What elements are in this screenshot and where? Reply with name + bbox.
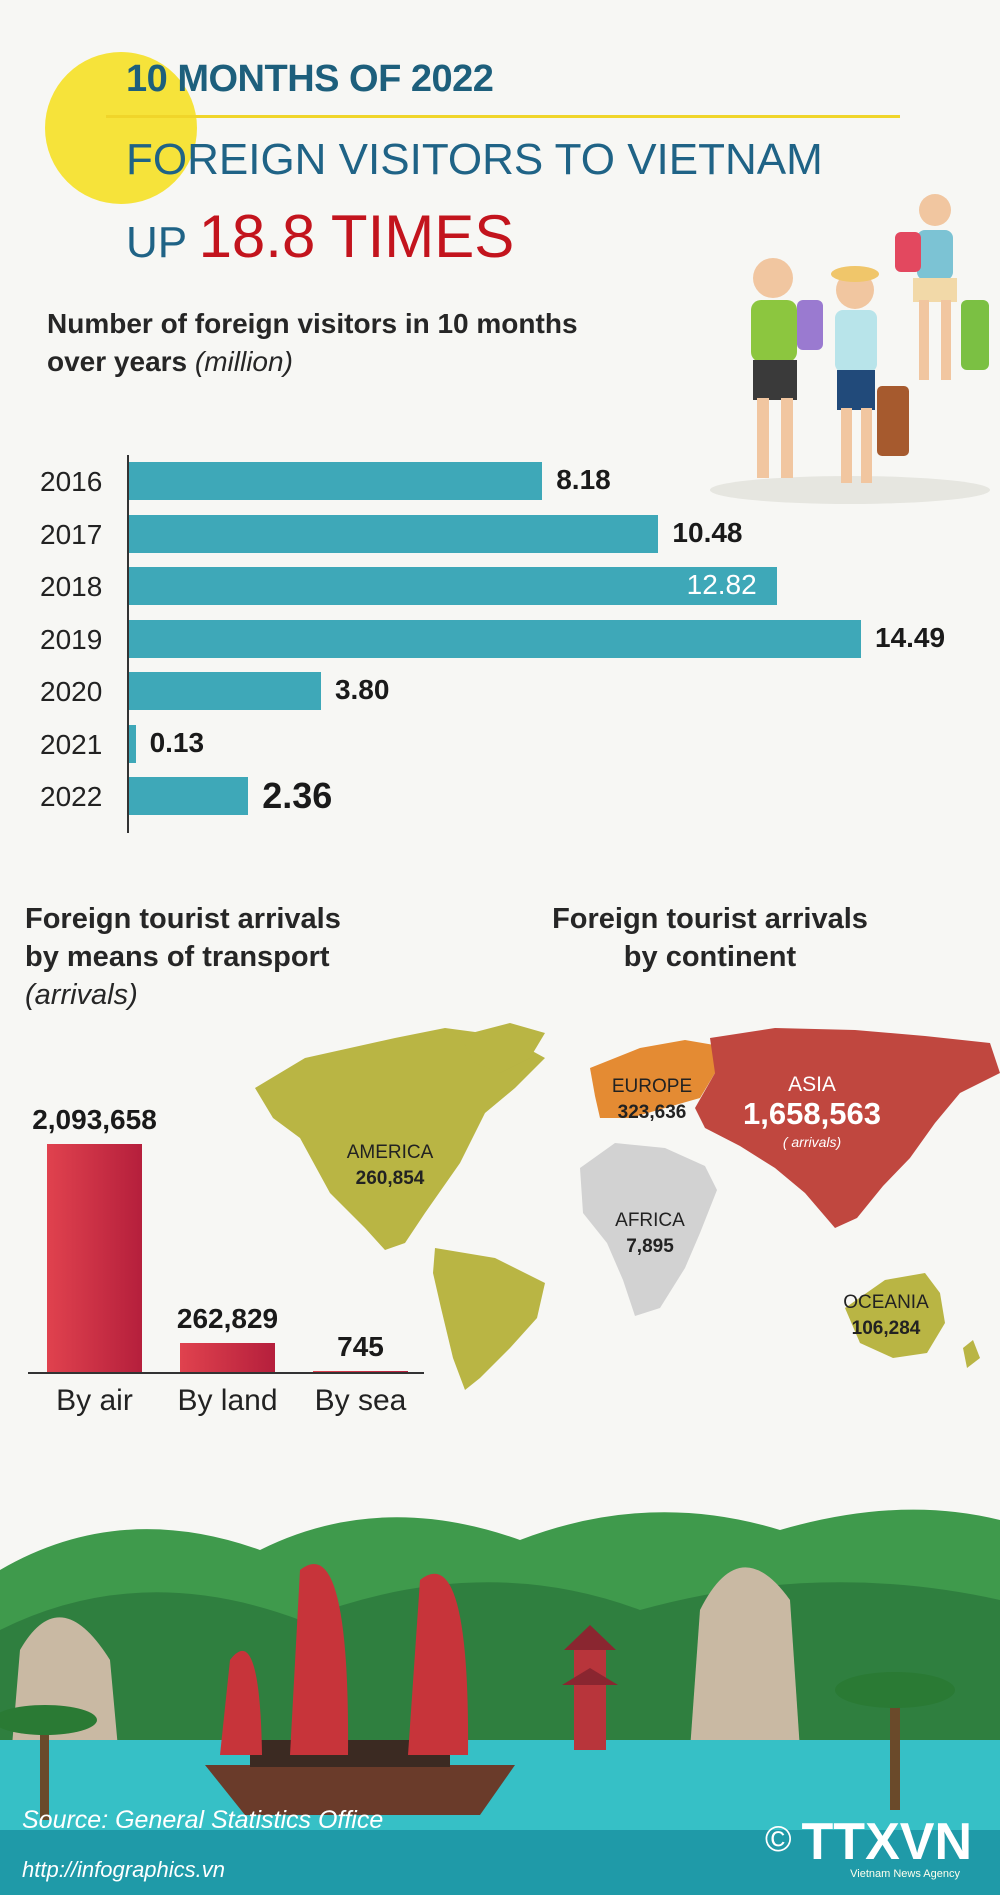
new-zealand-shape [963,1340,980,1368]
visitor-bar [129,567,777,605]
year-tick-label: 2018 [40,571,103,602]
ha-long-bay-illustration [0,1509,1000,1895]
ttxvn-logo-sub: Vietnam News Agency [850,1868,960,1880]
visitors-subtitle-unit: (million) [194,346,293,377]
oceania-value: 106,284 [851,1318,921,1339]
title-highlight: 18.8 TIMES [198,203,515,270]
transport-bar-value: 262,829 [176,1303,279,1335]
visitors-subtitle-line2: over years [47,346,195,377]
greenland-shape [460,1023,545,1073]
visitor-bar [129,672,321,710]
continent-title-line2: by continent [623,941,797,973]
visitor-bar [129,462,543,500]
south-america-shape [433,1248,545,1390]
africa-value: 7,895 [626,1236,674,1257]
world-map [255,1023,1000,1390]
year-tick-label: 2021 [40,728,103,760]
year-tick-label: 2020 [40,676,103,707]
europe-shape [590,1040,720,1118]
transport-title-line1: Foreign tourist arrivals [25,903,341,935]
visitor-bar-value: 10.48 [672,516,743,548]
asia-unit: ( arrivals) [782,1134,842,1150]
asia-label: ASIA [788,1073,836,1096]
visitor-bar-value: 3.80 [334,674,390,705]
continent-title: Foreign tourist arrivals by continent [530,900,890,976]
visitor-bar-value: 0.13 [149,726,205,758]
kicker-text: 10 MONTHS OF 2022 [126,58,494,100]
ttxvn-logo: TTXVN [801,1813,972,1871]
page-title-line2: UP 18.8 TIMES [126,202,514,271]
transport-bar-value: 745 [337,1331,384,1362]
continent-title-line1: Foreign tourist arrivals [552,903,868,935]
transport-unit: (arrivals) [25,979,138,1011]
transport-baseline [28,1372,424,1374]
year-tick-label: 2019 [40,623,103,655]
visitors-chart-subtitle: Number of foreign visitors in 10 months … [47,305,578,381]
africa-label: AFRICA [615,1210,685,1231]
transport-category-label: By land [177,1384,278,1417]
visitors-subtitle-line1: Number of foreign visitors in 10 months [47,308,578,339]
transport-bar [47,1144,142,1372]
oceania-label: OCEANIA [843,1292,929,1313]
year-tick-label: 2016 [40,466,103,497]
tourists-illustration [710,194,990,504]
asia-value: 1,658,563 [743,1096,881,1131]
visitors-chart-axis [127,455,129,833]
america-value: 260,854 [355,1168,425,1189]
footer-url[interactable]: http://infographics.vn [22,1857,226,1882]
visitor-bar [129,724,136,763]
year-tick-label: 2022 [40,781,103,812]
oceania-shape [845,1273,945,1358]
europe-label: EUROPE [611,1076,693,1097]
transport-title-line2: by means of transport [25,941,330,973]
africa-shape [580,1143,717,1316]
visitor-bar-value: 8.18 [556,464,611,495]
asia-shape [695,1028,1000,1228]
visitor-bar-value: 12.82 [686,569,757,600]
sun-decoration [45,52,197,204]
transport-title: Foreign tourist arrivals by means of tra… [25,900,341,1014]
visitor-bar [129,777,249,815]
transport-bar [313,1371,408,1372]
visitor-bar [129,514,659,553]
america-label: AMERICA [346,1142,434,1163]
visitor-bar-value: 2.36 [262,775,333,816]
visitor-bar-value: 14.49 [875,621,946,653]
europe-value: 323,636 [617,1102,687,1123]
page-title: FOREIGN VISITORS TO VIETNAM [126,135,823,184]
year-tick-label: 2017 [40,518,103,550]
header-rule [106,115,900,118]
transport-bar-value: 2,093,658 [32,1104,157,1135]
title-prefix: UP [126,218,199,267]
transport-bar [180,1343,275,1372]
source-text: Source: General Statistics Office [22,1806,384,1834]
america-shape [255,1028,545,1250]
visitor-bar [129,619,861,658]
transport-category-label: By air [56,1384,133,1417]
transport-category-label: By sea [314,1384,407,1417]
copyright-icon: © [765,1818,792,1859]
